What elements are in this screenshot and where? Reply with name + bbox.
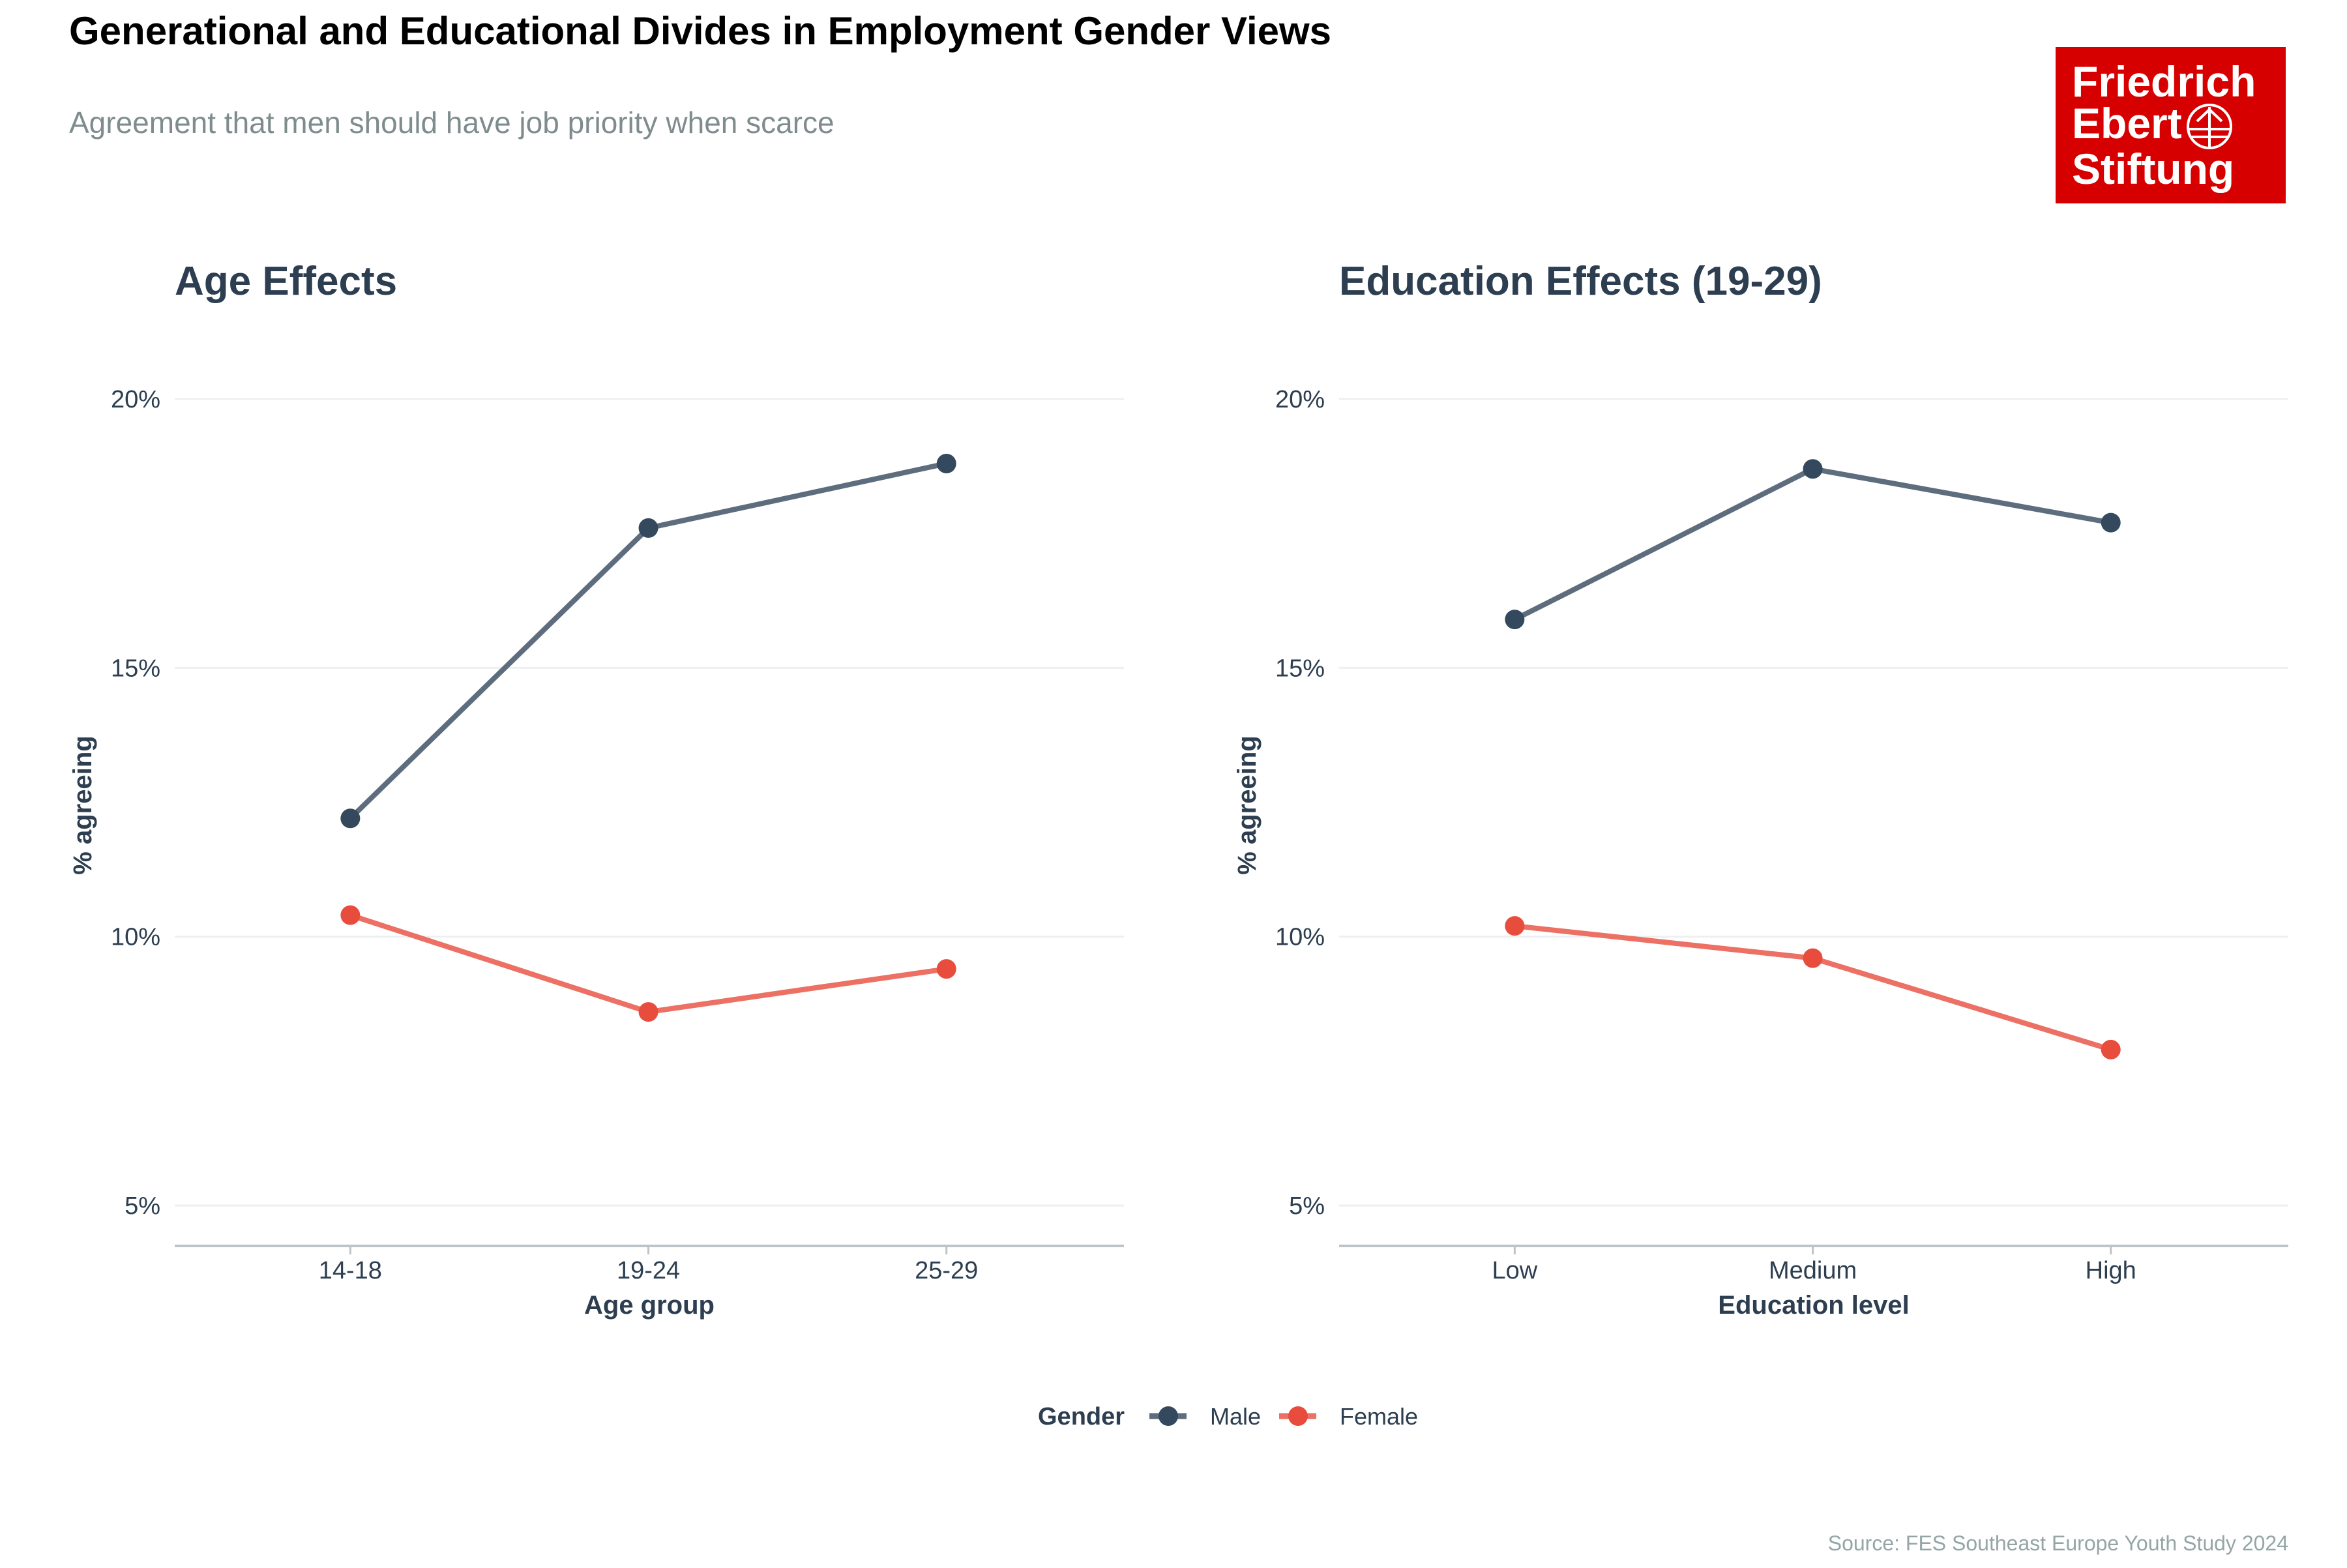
data-point-female: [2101, 1039, 2121, 1059]
data-point-female: [1803, 948, 1823, 968]
x-tick-label: 14-18: [319, 1257, 382, 1284]
data-point-female: [1505, 916, 1525, 936]
chart-title: Generational and Educational Divides in …: [69, 9, 1331, 53]
data-point-male: [936, 453, 956, 473]
y-tick-label: 5%: [1289, 1192, 1325, 1220]
data-point-female: [340, 905, 361, 925]
y-axis-title: % agreeing: [68, 735, 97, 874]
x-tick-label: 19-24: [617, 1257, 680, 1284]
x-tick-label: 25-29: [915, 1257, 978, 1284]
x-tick-label: High: [2086, 1257, 2136, 1284]
data-point-male: [340, 808, 361, 829]
panel-age-effects: Age Effects 5%10%15%20% 14-18 19-24 25-29 …: [68, 259, 1124, 1320]
panel-education-effects: Education Effects (19-29) 5% 10% 15% 20% Lo…: [1233, 259, 2288, 1320]
source-note: Source: FES Southeast Europe Youth Study…: [1828, 1531, 2288, 1555]
x-tick-label: Low: [1492, 1257, 1538, 1284]
legend-label: Female: [1340, 1403, 1418, 1430]
series-line-male: [348, 461, 947, 821]
y-tick-label: 5%: [125, 1192, 160, 1220]
legend-item-male: Male: [1149, 1403, 1261, 1430]
y-tick-label: 20%: [111, 386, 160, 413]
y-axis-title: % agreeing: [1233, 735, 1262, 874]
x-tick-label: Medium: [1769, 1257, 1857, 1284]
data-point-male: [638, 518, 658, 538]
fes-emblem-icon: [2187, 104, 2232, 149]
data-point-female: [936, 959, 956, 979]
data-point-male: [1505, 610, 1525, 630]
chart-subtitle: Agreement that men should have job prior…: [69, 106, 834, 140]
panel-title: Education Effects (19-29): [1339, 259, 1822, 304]
data-point-male: [1803, 459, 1823, 479]
svg-text:Stiftung: Stiftung: [2072, 145, 2234, 193]
y-tick-label: 10%: [1275, 924, 1325, 951]
x-axis-title: Education level: [1718, 1291, 1909, 1320]
y-tick-label: 15%: [111, 655, 160, 682]
data-point-male: [2101, 512, 2121, 533]
y-tick-label: 10%: [111, 924, 160, 951]
y-tick-label: 15%: [1275, 655, 1325, 682]
series-line-female: [1514, 923, 2112, 1052]
series-line-female: [349, 912, 947, 1015]
x-axis-title: Age group: [584, 1291, 715, 1320]
y-tick-label: 20%: [1275, 386, 1325, 413]
data-point-female: [638, 1002, 658, 1022]
fes-logo: Friedrich Ebert Stiftung: [2056, 47, 2286, 203]
panel-title: Age Effects: [175, 259, 397, 304]
legend-item-female: Female: [1279, 1403, 1418, 1430]
series-line-male: [1513, 466, 2112, 622]
legend-label: Male: [1210, 1403, 1261, 1430]
legend: Gender Male Female: [1038, 1403, 1418, 1430]
svg-text:Friedrich: Friedrich: [2072, 57, 2256, 106]
legend-title: Gender: [1038, 1403, 1125, 1430]
svg-text:Ebert: Ebert: [2072, 99, 2182, 147]
